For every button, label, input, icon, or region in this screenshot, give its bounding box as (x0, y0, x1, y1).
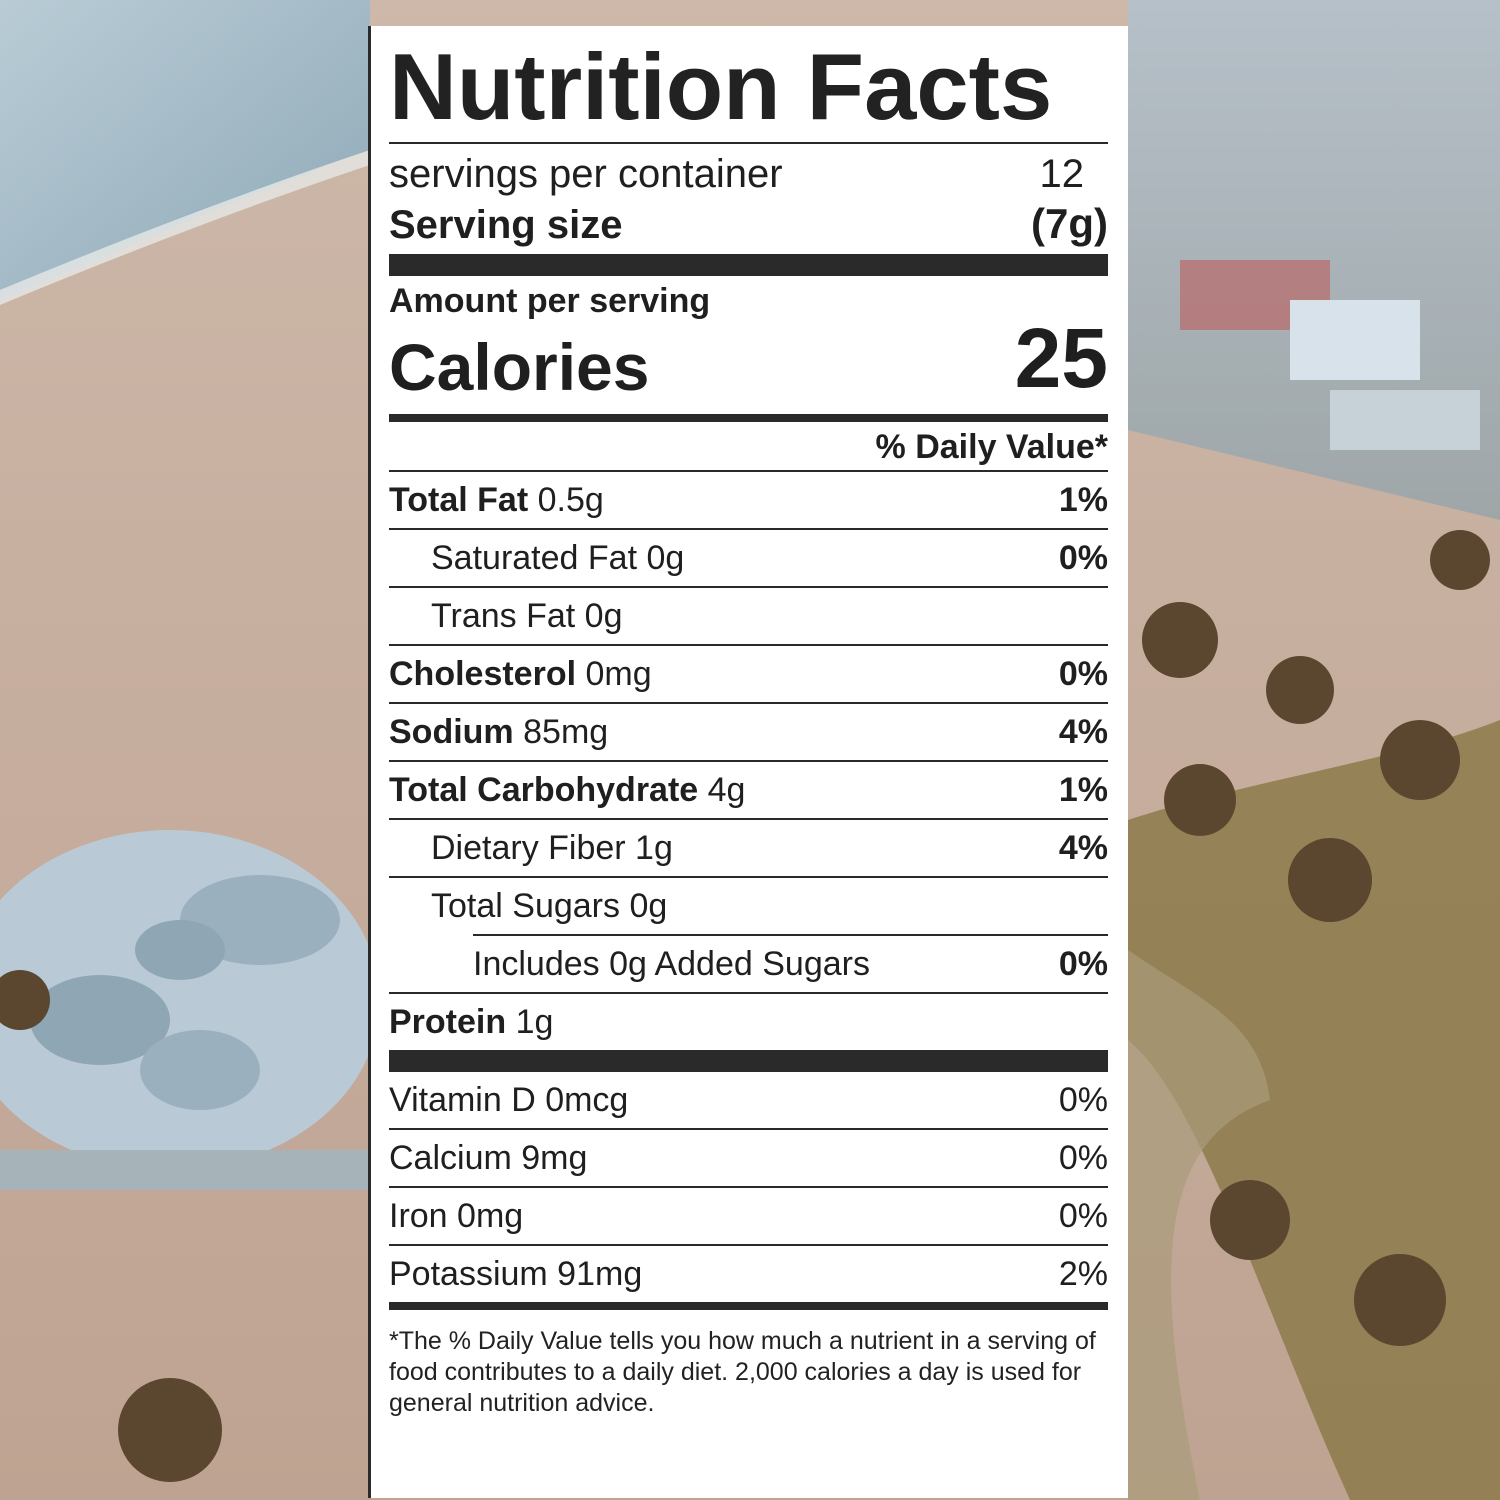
nutrient-row-sodium: Sodium 85mg 4% (389, 702, 1108, 760)
nutrient-name: Protein (389, 1003, 507, 1041)
nutrient-dv: 1% (1058, 771, 1108, 809)
servings-row: servings per container 12 (389, 152, 1108, 200)
vitamin-name: Calcium 9mg (389, 1139, 588, 1177)
nutrient-row-total-fat: Total Fat 0.5g 1% (389, 470, 1108, 528)
nutrient-row-protein: Protein 1g (389, 992, 1108, 1050)
nutrient-dv: 1% (1058, 481, 1108, 519)
nutrition-facts-label: Nutrition Facts servings per container 1… (368, 26, 1128, 1498)
divider-medium (389, 1302, 1108, 1310)
nutrient-name: Total Sugars 0g (431, 887, 668, 925)
vitamin-dv: 0% (1058, 1197, 1108, 1235)
nutrient-name: Total Fat (389, 481, 529, 519)
vitamin-row-calcium: Calcium 9mg 0% (389, 1128, 1108, 1186)
calories-value: 25 (1014, 311, 1108, 405)
servings-value: 12 (1039, 152, 1085, 196)
nutrient-amount: 4g (707, 771, 746, 809)
nutrient-amount: 0mg (585, 655, 652, 693)
divider-thick (389, 1050, 1108, 1072)
footnote: *The % Daily Value tells you how much a … (389, 1327, 1096, 1417)
vitamin-dv: 2% (1058, 1255, 1108, 1293)
amount-per-serving: Amount per serving (389, 282, 711, 320)
nutrient-name: Dietary Fiber 1g (431, 829, 673, 867)
serving-size-value: (7g) (1031, 200, 1108, 247)
nutrient-row-total-carbohydrate: Total Carbohydrate 4g 1% (389, 760, 1108, 818)
nutrient-row-total-sugars: Total Sugars 0g (389, 876, 1108, 934)
nutrient-dv: 0% (1058, 945, 1108, 983)
nutrient-name: Total Carbohydrate (389, 771, 699, 809)
vitamin-row-iron: Iron 0mg 0% (389, 1186, 1108, 1244)
vitamin-row-vitamin-d: Vitamin D 0mcg 0% (389, 1072, 1108, 1128)
vitamin-dv: 0% (1058, 1139, 1108, 1177)
vitamin-name: Potassium 91mg (389, 1255, 643, 1293)
divider (389, 142, 1108, 144)
nutrient-name: Trans Fat 0g (431, 597, 623, 635)
servings-label: servings per container (389, 152, 783, 196)
nutrient-dv: 0% (1058, 655, 1108, 693)
nutrient-amount: 85mg (523, 713, 609, 751)
daily-value-header: % Daily Value* (875, 428, 1108, 466)
serving-size-row: Serving size (7g) (389, 200, 1108, 254)
divider-medium (389, 414, 1108, 422)
calories-row: Calories 25 (389, 311, 1108, 405)
nutrient-dv: 0% (1058, 539, 1108, 577)
label-title: Nutrition Facts (389, 34, 1053, 139)
vitamin-name: Vitamin D 0mcg (389, 1081, 629, 1119)
nutrient-row-cholesterol: Cholesterol 0mg 0% (389, 644, 1108, 702)
vitamin-row-potassium: Potassium 91mg 2% (389, 1244, 1108, 1302)
nutrient-row-dietary-fiber: Dietary Fiber 1g 4% (389, 818, 1108, 876)
nutrient-dv: 4% (1058, 829, 1108, 867)
nutrient-row-added-sugars: Includes 0g Added Sugars 0% (389, 934, 1108, 992)
calories-label: Calories (389, 330, 650, 404)
divider-thick (389, 254, 1108, 276)
nutrient-name: Saturated Fat 0g (431, 539, 685, 577)
nutrient-amount: 1g (515, 1003, 554, 1041)
nutrient-name: Sodium (389, 713, 514, 751)
nutrient-dv: 4% (1058, 713, 1108, 751)
vitamin-name: Iron 0mg (389, 1197, 524, 1235)
nutrient-row-trans-fat: Trans Fat 0g (389, 586, 1108, 644)
nutrient-name: Includes 0g Added Sugars (473, 945, 870, 983)
vitamin-dv: 0% (1058, 1081, 1108, 1119)
serving-size-label: Serving size (389, 203, 623, 247)
nutrient-name: Cholesterol (389, 655, 577, 693)
nutrient-amount: 0.5g (537, 481, 604, 519)
nutrient-row-saturated-fat: Saturated Fat 0g 0% (389, 528, 1108, 586)
